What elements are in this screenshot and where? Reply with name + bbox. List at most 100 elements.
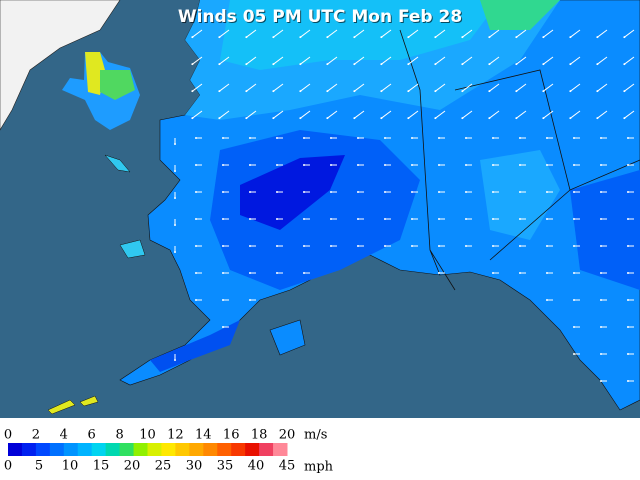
wind-arrow-head (222, 164, 224, 167)
wind-arrow (435, 83, 446, 92)
wind-arrow (624, 56, 635, 65)
wind-arrow (543, 29, 554, 38)
wind-arrow (597, 83, 608, 92)
wind-arrow-head (488, 117, 491, 120)
wind-arrow (327, 56, 338, 65)
color-swatch (35, 443, 51, 456)
ms-tick-label: 0 (4, 428, 12, 443)
color-swatch (203, 443, 218, 456)
wind-arrow-head (303, 218, 305, 221)
wind-arrow-head (384, 164, 386, 167)
wind-arrow-head (600, 272, 602, 275)
wind-arrow (408, 56, 419, 65)
wind-arrow-head (249, 137, 251, 140)
wind-arrow (273, 83, 284, 92)
wind-arrow-head (353, 90, 356, 93)
wind-arrow-head (434, 117, 437, 120)
wind-arrow-head (434, 90, 437, 93)
wind-arrow (516, 29, 527, 38)
wind-arrow (516, 83, 527, 92)
wind-arrow-head (542, 36, 545, 39)
wind-arrow-head (461, 36, 464, 39)
wind-arrow (192, 56, 203, 65)
wind-arrow-head (411, 191, 413, 194)
wind-arrow (354, 83, 365, 92)
wind-arrow-head (222, 299, 224, 302)
wind-arrow-head (465, 245, 467, 248)
wind-arrows (174, 29, 635, 383)
wind-arrow-head (353, 63, 356, 66)
wind-arrow (381, 110, 392, 119)
mph-tick-label: 25 (155, 459, 172, 474)
ms-tick-label: 16 (223, 428, 240, 443)
wind-arrow-head (627, 191, 629, 194)
wind-arrow-head (546, 218, 548, 221)
siberia (0, 0, 121, 131)
wind-arrow-head (573, 245, 575, 248)
wind-arrow-head (600, 137, 602, 140)
wind-arrow-head (191, 63, 194, 66)
wind-arrow-head (249, 218, 251, 221)
wind-arrow (246, 83, 257, 92)
wind-arrow-head (222, 326, 224, 329)
wind-arrow-head (357, 137, 359, 140)
wind-arrow-head (299, 36, 302, 39)
wind-arrow (570, 110, 581, 119)
color-swatch (147, 443, 162, 456)
wind-arrow-head (438, 164, 440, 167)
wind-arrow (300, 29, 311, 38)
wind-arrow (570, 56, 581, 65)
wind-arrow-head (245, 36, 248, 39)
legend: 0 2 4 6 8 10 12 14 16 18 20 m/s 0 5 10 15 20 25 30 35 40 45 mp… (4, 428, 334, 475)
wind-arrow-head (627, 164, 629, 167)
wind-arrow-head (357, 218, 359, 221)
wind-arrow-head (384, 137, 386, 140)
wind-zone (480, 150, 560, 240)
wind-arrow-head (303, 164, 305, 167)
wind-arrow-head (174, 143, 177, 145)
wind-arrow-head (465, 137, 467, 140)
wind-arrow-head (627, 299, 629, 302)
wind-arrow-head (174, 251, 177, 253)
wind-arrow-head (218, 63, 221, 66)
wind-zone (480, 0, 560, 30)
wind-arrow-head (276, 191, 278, 194)
wind-arrow-head (488, 63, 491, 66)
islands (104, 154, 146, 259)
wind-arrow-head (303, 245, 305, 248)
wind-arrow-head (519, 272, 521, 275)
wind-arrow-head (623, 90, 626, 93)
wind-arrow (597, 110, 608, 119)
wind-arrow-head (272, 36, 275, 39)
wind-arrow-head (222, 137, 224, 140)
wind-arrow-head (546, 299, 548, 302)
mph-tick-label: 10 (62, 459, 79, 474)
wind-arrow-head (384, 245, 386, 248)
wind-arrow-head (600, 191, 602, 194)
wind-arrow-head (218, 117, 221, 120)
wind-arrow-head (222, 191, 224, 194)
wind-arrow-head (380, 63, 383, 66)
wind-arrow-head (542, 90, 545, 93)
wind-arrow (192, 29, 203, 38)
wind-zone (220, 0, 500, 70)
wind-arrow (570, 83, 581, 92)
wind-arrow-head (600, 299, 602, 302)
wind-arrow-head (546, 137, 548, 140)
wind-arrow-head (519, 137, 521, 140)
wind-arrow-head (438, 245, 440, 248)
wind-arrow-head (600, 380, 602, 383)
wind-arrow (300, 83, 311, 92)
aleutians (47, 395, 99, 415)
wind-arrow (543, 110, 554, 119)
mph-tick-label: 35 (217, 459, 234, 474)
wind-arrow-head (249, 299, 251, 302)
wind-arrow (381, 83, 392, 92)
wind-arrow-head (573, 164, 575, 167)
wind-arrow (408, 83, 419, 92)
mph-tick-label: 5 (35, 459, 43, 474)
wind-arrow-head (174, 359, 177, 361)
wind-arrow (381, 29, 392, 38)
color-swatch (259, 443, 274, 456)
wind-arrow (354, 56, 365, 65)
